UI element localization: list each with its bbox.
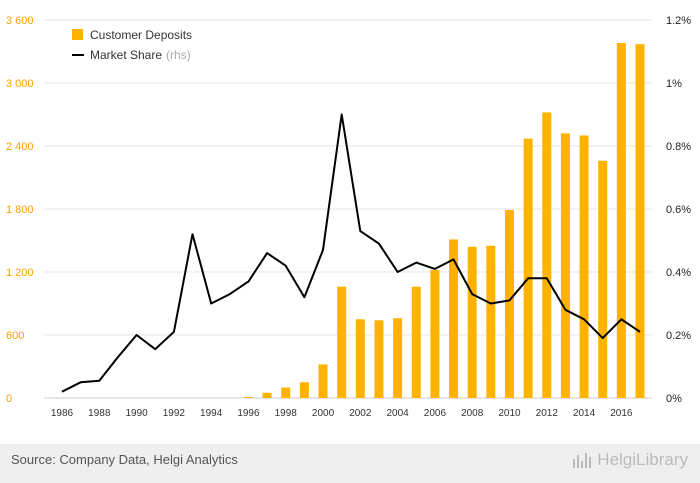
x-tick-label: 1998	[275, 408, 298, 419]
deposit-bar	[560, 133, 570, 398]
x-tick-label: 2014	[573, 408, 596, 419]
x-tick-label: 2006	[424, 408, 447, 419]
x-tick-label: 1992	[163, 408, 186, 419]
legend-share-label: Market Share	[90, 48, 162, 62]
x-tick-label: 2004	[386, 408, 409, 419]
deposit-bar	[337, 286, 347, 398]
x-tick-label: 1986	[51, 408, 74, 419]
left-tick-label: 0	[6, 393, 12, 405]
source-text: Source: Company Data, Helgi Analytics	[11, 452, 238, 467]
legend-deposits-swatch	[72, 29, 83, 40]
deposit-bar	[467, 246, 477, 398]
deposit-bar	[299, 382, 309, 398]
bar-chart-icon	[573, 453, 592, 468]
right-tick-label: 0%	[666, 393, 682, 405]
grid-lines	[44, 19, 652, 399]
deposit-bar	[430, 269, 440, 398]
deposit-bar	[355, 319, 365, 398]
right-tick-label: 0.2%	[666, 330, 691, 342]
x-axis-ticks: 1986 1988 1990 1992 1994 1996 1998 2000 2002 2004…	[51, 408, 633, 419]
x-tick-label: 1996	[237, 408, 260, 419]
chart: 0 600 1 200 1 800 2 400 3 000 3 600 0% 0.2% 0.4%…	[6, 15, 691, 419]
deposit-bar	[411, 286, 421, 398]
left-tick-label: 2 400	[6, 141, 34, 153]
deposit-bar	[616, 43, 626, 398]
deposit-bar	[393, 318, 403, 398]
brand-name: HelgiLibrary	[597, 450, 688, 469]
right-tick-label: 1.2%	[666, 15, 691, 27]
deposit-bar	[243, 396, 253, 398]
x-tick-label: 2016	[610, 408, 633, 419]
x-tick-label: 2010	[498, 408, 521, 419]
market-share-line	[61, 113, 641, 393]
legend-share-text: Market Share (rhs)	[90, 48, 191, 62]
deposit-bar	[504, 210, 514, 398]
left-tick-label: 3 600	[6, 15, 34, 27]
deposit-bar	[281, 387, 291, 398]
deposit-bar	[523, 138, 533, 398]
left-tick-label: 1 800	[6, 204, 34, 216]
deposit-bar	[635, 44, 645, 399]
x-tick-label: 2002	[349, 408, 372, 419]
x-tick-label: 2008	[461, 408, 484, 419]
x-tick-label: 2012	[536, 408, 559, 419]
legend-share-suffix: (rhs)	[166, 48, 191, 62]
brand-logo: HelgiLibrary	[572, 450, 688, 470]
deposit-bar	[262, 392, 272, 398]
right-tick-label: 0.8%	[666, 141, 691, 153]
left-tick-label: 3 000	[6, 78, 34, 90]
left-tick-label: 600	[6, 330, 24, 342]
right-axis-ticks: 0% 0.2% 0.4% 0.6% 0.8% 1% 1.2%	[666, 15, 691, 405]
deposit-bar	[542, 112, 552, 399]
x-tick-label: 1990	[125, 408, 148, 419]
left-tick-label: 1 200	[6, 267, 34, 279]
right-tick-label: 0.4%	[666, 267, 691, 279]
deposit-bar	[449, 239, 459, 398]
right-tick-label: 0.6%	[666, 204, 691, 216]
deposit-bar	[374, 320, 384, 398]
deposit-bar	[579, 135, 589, 398]
deposit-bars	[243, 43, 645, 399]
left-axis-ticks: 0 600 1 200 1 800 2 400 3 000 3 600	[6, 15, 34, 405]
x-tick-label: 1988	[88, 408, 111, 419]
deposit-bar	[598, 160, 608, 398]
deposit-bar	[486, 245, 496, 398]
deposit-bar	[318, 364, 328, 398]
legend: Customer Deposits Market Share (rhs)	[72, 28, 192, 62]
right-tick-label: 1%	[666, 78, 682, 90]
x-tick-label: 1994	[200, 408, 223, 419]
footer: Source: Company Data, Helgi Analytics He…	[0, 444, 700, 483]
x-tick-label: 2000	[312, 408, 335, 419]
legend-deposits-label: Customer Deposits	[90, 28, 192, 42]
